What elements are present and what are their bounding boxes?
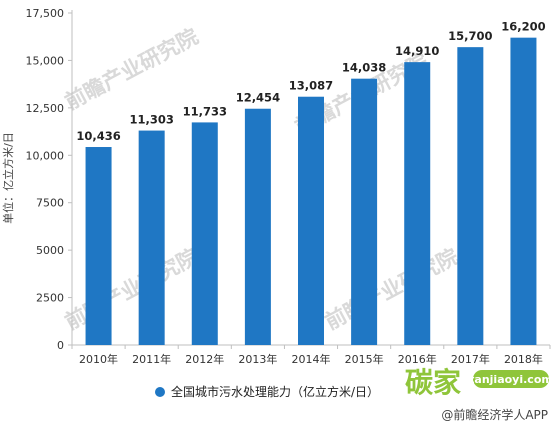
bars (85, 37, 537, 346)
x-tick-label: 2017年 (451, 352, 490, 366)
y-tick-label: 2500 (36, 292, 64, 305)
y-tick-label: 17,500 (26, 7, 65, 20)
bar (298, 96, 324, 345)
x-tick-label: 2010年 (79, 352, 118, 366)
y-tick-label: 7500 (36, 197, 64, 210)
y-axis-title: 单位：亿立方米/日 (1, 132, 15, 224)
bar (244, 108, 271, 345)
data-label: 14,038 (342, 61, 386, 75)
x-tick-label: 2018年 (504, 352, 543, 366)
site-branding: 碳家 tanjiaoyi.com @前瞻经济学人APP (405, 366, 553, 422)
bar (138, 130, 165, 345)
bar (191, 122, 218, 345)
watermark-text: 前瞻产业研究院 (61, 24, 202, 114)
site-url-badge (473, 370, 549, 388)
data-label: 16,200 (501, 20, 545, 34)
x-tick-label: 2011年 (132, 352, 171, 366)
data-label: 13,087 (289, 79, 333, 93)
data-labels: 10,436 11,303 11,733 12,454 13,087 14,038 14,9… (76, 20, 545, 143)
y-ticks: 0 2500 5000 7500 10,000 12,500 15,000 17,500 (26, 7, 72, 352)
x-tick-label: 2013年 (238, 352, 277, 366)
x-ticks: 2010年 2011年 2012年 2013年 2014年 2015年 2016年 2017年… (71, 345, 551, 366)
y-tick-label: 15,000 (26, 54, 65, 67)
x-tick-label: 2015年 (345, 352, 384, 366)
watermark-text: 前瞻产业研究院 (321, 244, 462, 334)
site-url: tanjiaoyi.com (469, 373, 553, 386)
bar (510, 37, 537, 346)
legend: 全国城市污水处理能力（亿立方米/日） (155, 384, 379, 399)
site-logo: 碳家 (405, 366, 461, 399)
y-tick-label: 10,000 (26, 149, 65, 162)
x-tick-label: 2014年 (292, 352, 331, 366)
y-tick-label: 0 (57, 339, 64, 352)
data-label: 15,700 (448, 29, 492, 43)
x-tick-label: 2012年 (185, 352, 224, 366)
bar (404, 62, 431, 346)
legend-label: 全国城市污水处理能力（亿立方米/日） (171, 384, 379, 399)
x-tick-label: 2016年 (398, 352, 437, 366)
watermark-text: 前瞻产业研究院 (61, 244, 202, 334)
data-label: 11,303 (129, 113, 173, 127)
site-credit: @前瞻经济学人APP (441, 407, 548, 422)
legend-marker (155, 387, 165, 397)
data-label: 12,454 (236, 91, 280, 105)
data-label: 11,733 (183, 104, 227, 118)
bar (85, 147, 112, 345)
y-tick-label: 5000 (36, 244, 64, 257)
data-label: 14,910 (395, 44, 439, 58)
bar (457, 47, 484, 346)
bar (351, 78, 378, 346)
data-label: 10,436 (76, 129, 120, 143)
y-tick-label: 12,500 (26, 102, 65, 115)
